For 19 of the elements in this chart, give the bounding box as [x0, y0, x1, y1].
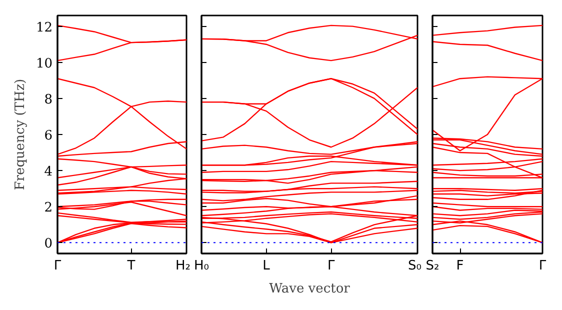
- y-tick-label: 10: [36, 56, 53, 72]
- y-tick-label: 2: [44, 200, 53, 216]
- x-tick-label: F: [456, 258, 464, 274]
- x-tick-label: Γ: [54, 258, 62, 274]
- x-tick-label: S₀: [408, 258, 422, 274]
- y-tick-label: 12: [36, 20, 53, 36]
- x-tick-label: T: [126, 258, 136, 274]
- x-axis-title: Wave vector: [269, 282, 351, 296]
- y-tick-label: 6: [44, 128, 53, 144]
- x-tick-label: H₂: [176, 258, 191, 274]
- x-tick-label: Γ: [538, 258, 547, 274]
- x-tick-label: L: [262, 258, 271, 274]
- x-tick-label: Γ: [327, 258, 336, 274]
- y-tick-label: 0: [44, 236, 53, 252]
- y-tick-label: 4: [44, 164, 53, 180]
- y-axis-title: Frequency (THz): [12, 78, 28, 190]
- y-tick-label: 8: [44, 92, 53, 108]
- x-tick-label: H₀: [194, 258, 210, 274]
- x-tick-label: S₂: [426, 258, 440, 274]
